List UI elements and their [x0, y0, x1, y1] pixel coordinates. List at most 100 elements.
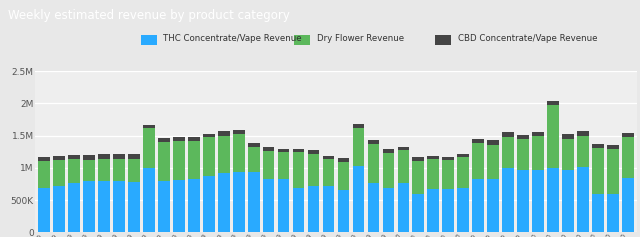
Bar	[472, 139, 484, 143]
Bar	[53, 160, 65, 186]
Bar	[622, 133, 634, 137]
Bar	[188, 141, 200, 179]
Bar	[367, 144, 380, 183]
Bar	[397, 150, 409, 183]
Bar	[143, 125, 155, 128]
Bar	[353, 128, 364, 166]
Bar	[278, 152, 289, 179]
Bar	[248, 146, 260, 172]
Bar	[68, 183, 80, 232]
Text: Dry Flower Revenue: Dry Flower Revenue	[317, 34, 404, 43]
Bar	[607, 194, 619, 232]
Text: CBD Concentrate/Vape Revenue: CBD Concentrate/Vape Revenue	[458, 34, 597, 43]
Bar	[383, 149, 394, 153]
Bar	[383, 188, 394, 232]
Bar	[53, 186, 65, 232]
Bar	[158, 138, 170, 142]
Bar	[218, 136, 230, 173]
Bar	[397, 183, 409, 232]
Bar	[412, 157, 424, 161]
Bar	[472, 143, 484, 179]
Bar	[38, 188, 50, 232]
Bar	[158, 181, 170, 232]
Bar	[487, 179, 499, 232]
Bar	[203, 137, 214, 176]
Bar	[128, 159, 140, 182]
Bar	[547, 169, 559, 232]
Bar	[83, 181, 95, 232]
Bar	[517, 139, 529, 170]
Bar	[562, 134, 574, 139]
Bar	[577, 136, 589, 167]
Bar	[338, 190, 349, 232]
Bar	[323, 155, 334, 159]
Bar	[98, 181, 110, 232]
Bar	[323, 186, 334, 232]
Bar	[233, 134, 244, 172]
Bar	[143, 168, 155, 232]
Bar	[323, 159, 334, 186]
Bar	[592, 148, 604, 194]
Bar	[383, 153, 394, 188]
Bar	[173, 141, 185, 180]
Bar	[532, 136, 544, 170]
Bar	[68, 155, 80, 160]
Bar	[308, 186, 319, 232]
Text: THC Concentrate/Vape Revenue: THC Concentrate/Vape Revenue	[163, 34, 302, 43]
Bar	[98, 154, 110, 160]
Bar	[442, 189, 454, 232]
Bar	[218, 131, 230, 136]
Bar	[517, 170, 529, 232]
Bar	[502, 132, 514, 137]
Bar	[188, 179, 200, 232]
Bar	[487, 145, 499, 179]
Bar	[577, 167, 589, 232]
Bar	[577, 131, 589, 136]
Bar	[278, 149, 289, 152]
Bar	[173, 180, 185, 232]
Bar	[412, 194, 424, 232]
Bar	[607, 145, 619, 149]
Bar	[83, 160, 95, 181]
Bar	[248, 172, 260, 232]
Bar	[517, 135, 529, 139]
Bar	[53, 155, 65, 160]
Bar	[547, 105, 559, 169]
Bar	[532, 132, 544, 136]
Bar	[412, 161, 424, 194]
Bar	[428, 155, 439, 159]
FancyBboxPatch shape	[141, 35, 157, 45]
Bar	[263, 179, 275, 232]
Bar	[292, 152, 305, 188]
Bar	[562, 139, 574, 170]
Bar	[292, 149, 305, 152]
Bar	[547, 101, 559, 105]
FancyBboxPatch shape	[294, 35, 310, 45]
Bar	[592, 194, 604, 232]
Bar	[367, 183, 380, 232]
Bar	[442, 156, 454, 160]
Bar	[188, 137, 200, 141]
Bar	[263, 151, 275, 179]
Bar	[292, 188, 305, 232]
Bar	[233, 172, 244, 232]
Text: Weekly estimated revenue by product category: Weekly estimated revenue by product cate…	[8, 9, 289, 22]
Bar	[458, 188, 469, 232]
Bar	[562, 170, 574, 232]
Bar	[158, 142, 170, 181]
Bar	[38, 161, 50, 188]
Bar	[248, 143, 260, 146]
Bar	[278, 179, 289, 232]
Bar	[143, 128, 155, 168]
Bar	[308, 150, 319, 154]
Bar	[113, 154, 125, 160]
Bar	[458, 154, 469, 157]
Bar	[338, 159, 349, 162]
Bar	[128, 182, 140, 232]
Bar	[428, 159, 439, 189]
Bar	[308, 154, 319, 186]
Bar	[203, 176, 214, 232]
Bar	[458, 157, 469, 188]
Bar	[173, 137, 185, 141]
Bar	[113, 160, 125, 181]
